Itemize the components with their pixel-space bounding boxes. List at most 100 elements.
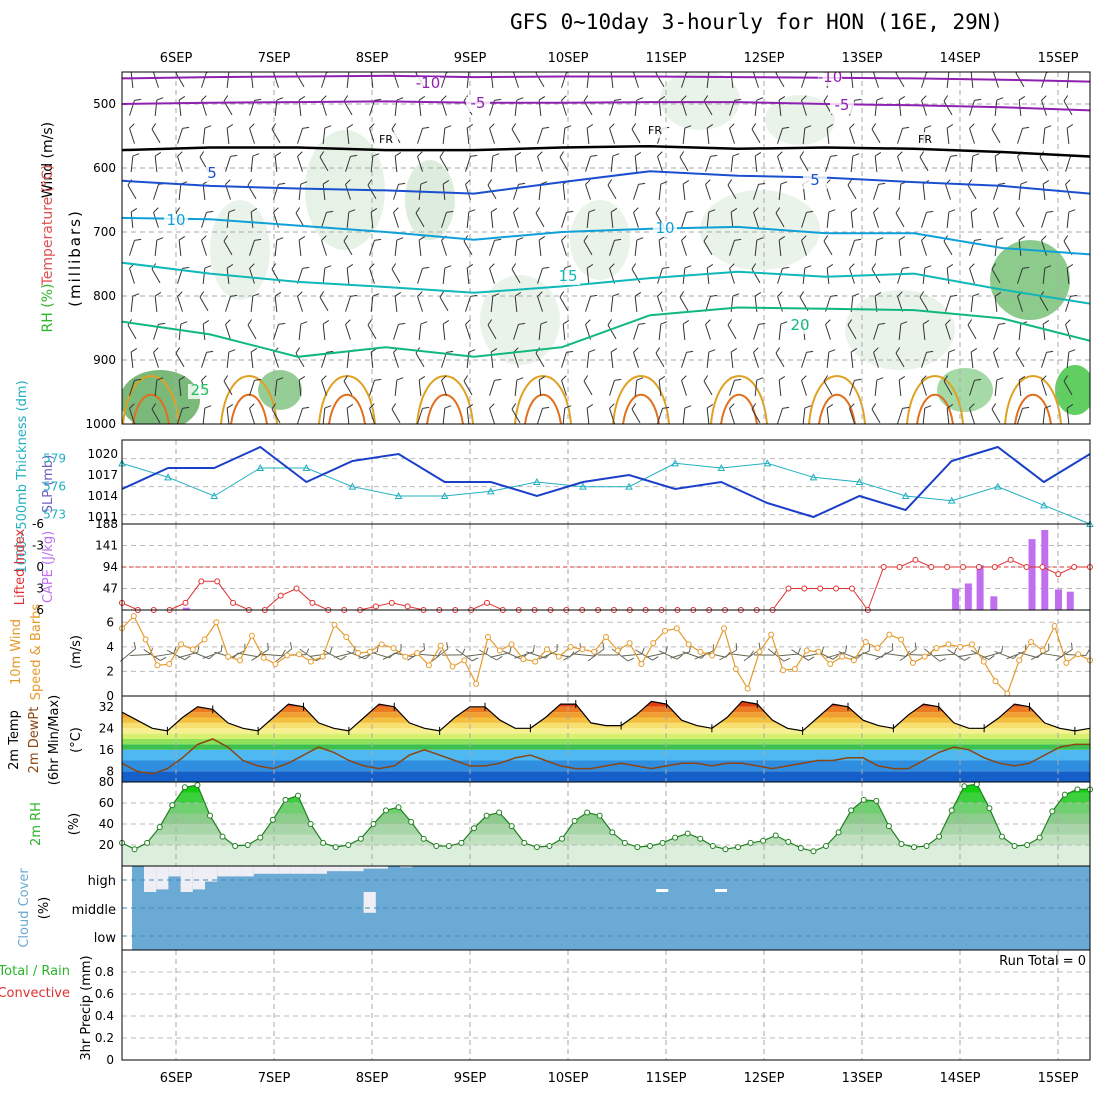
wind-barb <box>321 72 334 88</box>
wind-barb <box>346 264 354 285</box>
rh-band <box>122 845 1090 866</box>
wind-barb <box>177 151 183 172</box>
wind-barb <box>1017 126 1030 144</box>
wind-barb <box>826 404 834 424</box>
wind-speed-line-point <box>898 636 905 643</box>
thickness-line-point <box>1040 501 1048 509</box>
wind-barb <box>154 152 162 173</box>
wind-barb <box>129 123 135 144</box>
isotherm-25 <box>1004 375 1062 424</box>
wind-barb <box>489 403 495 424</box>
wind-barb <box>394 97 404 117</box>
wind-barb <box>754 237 764 257</box>
thickness-line-point <box>625 482 633 490</box>
wind-barb <box>345 179 351 200</box>
wind-speed-line-point <box>484 634 491 641</box>
wind-barb <box>849 378 862 396</box>
lifted-index-line-point <box>912 556 919 563</box>
wind-barb <box>777 266 790 284</box>
side-labels: Wind (m/s) Temperature (°C) RH (%) (mill… <box>0 122 94 1061</box>
wind-speed-line-point <box>744 685 751 692</box>
wind-barb <box>465 319 471 340</box>
wind-barb <box>873 207 879 228</box>
wind-barb <box>1017 266 1030 284</box>
wind-barb <box>681 235 687 256</box>
wind-speed-line-point <box>803 647 810 654</box>
wind-barb <box>153 72 159 88</box>
temp-color-band <box>122 739 1090 745</box>
rh2m-line-point <box>408 818 415 825</box>
rh2m-line-point <box>873 797 880 804</box>
rh2m-line-point <box>471 825 477 832</box>
day-label-bottom: 12SEP <box>744 1071 785 1086</box>
thickness-line-point <box>855 477 864 485</box>
wind-barb <box>874 97 884 117</box>
cloud-high-bar <box>375 866 388 869</box>
wind-barb <box>871 403 881 424</box>
wind-barb <box>514 152 522 173</box>
thickness-line-point <box>579 482 587 490</box>
isotherm-25 <box>710 375 768 424</box>
wind-barb <box>250 208 258 229</box>
wind-barb <box>778 236 786 257</box>
wind-barb <box>559 151 569 172</box>
wind-barb <box>946 124 954 145</box>
lifted-index-line-point <box>896 564 903 570</box>
wind-barb <box>1041 210 1054 228</box>
wind-barb <box>561 95 567 116</box>
label-precip-1: Total / Rain <box>0 964 70 979</box>
wind10-barb <box>1055 642 1073 662</box>
temp-color-band <box>122 771 1090 782</box>
wind-speed-line-point <box>437 642 444 649</box>
wind-speed-line-point <box>638 661 645 668</box>
wind-barb <box>825 319 831 340</box>
wind-barb <box>802 405 812 424</box>
wind-barb <box>1018 181 1028 201</box>
wind-barb <box>489 263 495 284</box>
wind-barb <box>658 181 668 201</box>
wind-barb <box>441 95 447 116</box>
wind-barb <box>993 72 999 88</box>
rh-band <box>122 803 1090 814</box>
wind-barb <box>249 238 262 256</box>
wind-speed-line-point <box>178 641 185 648</box>
wind-speed-line-point <box>945 641 952 648</box>
wind-barb <box>202 405 212 424</box>
temp-color-band <box>122 733 1090 739</box>
cape-bar <box>1055 589 1062 610</box>
wind10-barb <box>611 648 635 662</box>
lifted-index-line-point <box>483 599 490 606</box>
rh2m-line-point <box>496 809 503 816</box>
lifted-index-line-point <box>388 599 395 606</box>
wind10-barb <box>466 647 489 657</box>
wind10-barb <box>251 642 269 661</box>
wind-barb <box>441 72 454 88</box>
rh2m-line-point <box>395 804 402 811</box>
wind-barb <box>921 235 927 256</box>
day-label-bottom: 13SEP <box>842 1071 883 1086</box>
rh-shading <box>122 370 200 424</box>
rh2m-line-point <box>295 792 301 799</box>
wind-barb <box>297 126 310 144</box>
wind10-barb <box>923 648 947 662</box>
wind-barb <box>967 179 977 200</box>
wind-barb <box>177 266 190 284</box>
temp-line <box>121 700 1091 732</box>
wind-barb <box>634 152 642 173</box>
wind-barb <box>751 263 761 284</box>
isotherm-25 <box>514 375 572 424</box>
wind-speed-line-point <box>543 646 550 653</box>
cloud-high-bar <box>229 866 242 877</box>
wind10-barb <box>334 645 356 658</box>
isotherm-label: FR <box>918 133 932 146</box>
wind-barb <box>751 123 761 144</box>
wind-barb <box>322 405 332 424</box>
wind-barb <box>609 403 615 424</box>
wind-barb <box>369 98 382 116</box>
wind-barb <box>631 263 641 284</box>
lifted-index-line-point <box>1007 556 1014 563</box>
thickness-line-point <box>394 491 403 499</box>
lifted-index-line-point <box>1071 564 1078 570</box>
rh2m-line-point <box>823 843 829 850</box>
wind-barb <box>129 378 142 396</box>
